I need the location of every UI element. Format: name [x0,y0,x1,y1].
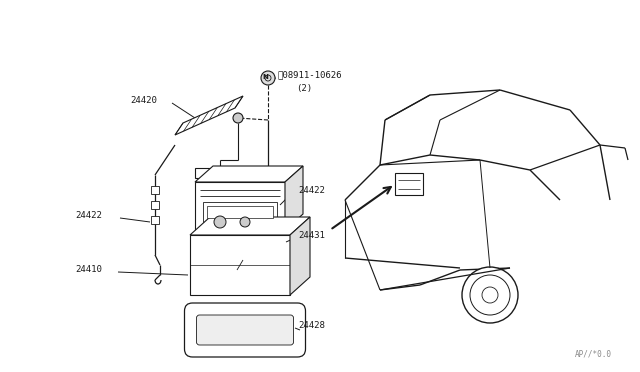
Text: 24428: 24428 [298,321,325,330]
Text: 24431: 24431 [298,231,325,240]
Polygon shape [190,217,310,235]
Bar [203,202,277,222]
Bar [395,173,423,195]
Circle shape [261,71,275,85]
Circle shape [240,217,250,227]
Bar [151,201,159,209]
FancyBboxPatch shape [184,303,305,357]
Text: 24422: 24422 [298,186,325,195]
Text: 24420: 24420 [130,96,157,105]
Circle shape [214,216,226,228]
FancyBboxPatch shape [196,315,294,345]
Polygon shape [285,166,303,230]
Circle shape [233,113,243,123]
Text: AP//*0.0: AP//*0.0 [575,350,612,359]
Bar [151,216,159,224]
Text: 24410: 24410 [75,266,102,275]
Bar [207,206,273,218]
Bar [195,168,260,178]
Bar [195,182,285,230]
Text: N: N [262,74,268,80]
Polygon shape [175,96,243,135]
Bar [190,235,290,295]
Text: ⓝ08911-10626: ⓝ08911-10626 [278,71,342,80]
Polygon shape [195,166,303,182]
Circle shape [462,267,518,323]
Bar [151,186,159,194]
Text: 24422: 24422 [75,211,102,219]
Text: (2): (2) [296,83,312,93]
Polygon shape [290,217,310,295]
